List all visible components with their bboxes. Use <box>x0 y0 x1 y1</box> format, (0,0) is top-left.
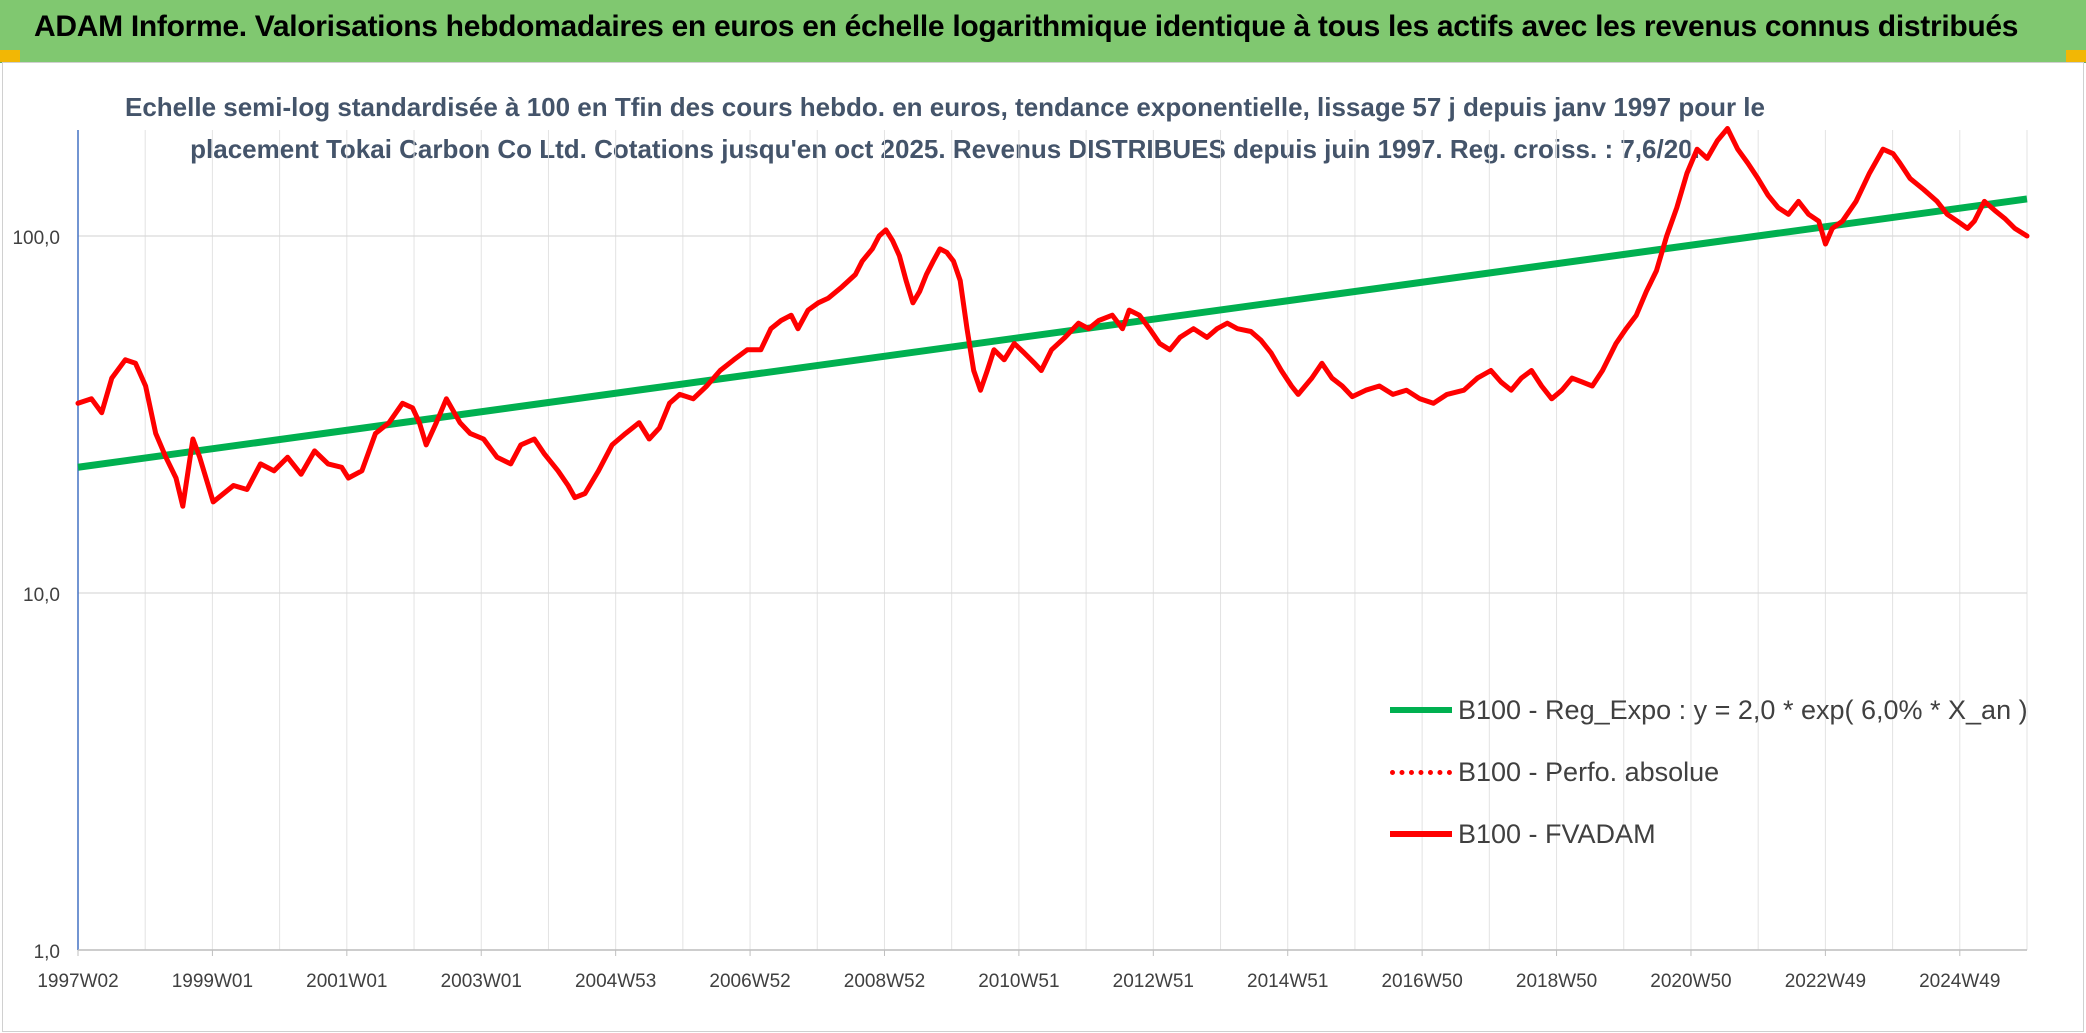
legend-item-perfo: B100 - Perfo. absolue <box>1390 752 1719 792</box>
legend-swatch-fvadam <box>1390 831 1452 837</box>
x-tick-label: 2012W51 <box>1113 971 1194 992</box>
y-tick-label: 100,0 <box>12 228 60 249</box>
legend-swatch-perfo <box>1390 769 1452 775</box>
x-tick-label: 2001W01 <box>306 971 387 992</box>
legend-item-trend: B100 - Reg_Expo : y = 2,0 * exp( 6,0% * … <box>1390 690 2028 730</box>
corner-marker-top-right <box>2066 50 2086 62</box>
x-tick-label: 2004W53 <box>575 971 656 992</box>
chart-title-line-1: Echelle semi-log standardisée à 100 en T… <box>124 92 1765 122</box>
legend-label-perfo: B100 - Perfo. absolue <box>1458 756 1720 787</box>
x-tick-label: 2006W52 <box>709 971 790 992</box>
legend-item-fvadam: B100 - FVADAM <box>1390 814 1656 854</box>
y-tick-label: 10,0 <box>23 585 60 606</box>
legend-label-fvadam: B100 - FVADAM <box>1458 818 1656 849</box>
y-tick-label: 1,0 <box>34 942 60 963</box>
x-tick-label: 1999W01 <box>172 971 253 992</box>
x-tick-label: 2022W49 <box>1785 971 1866 992</box>
x-tick-label: 2016W50 <box>1381 971 1462 992</box>
x-tick-label: 2020W50 <box>1650 971 1731 992</box>
legend-label-trend: B100 - Reg_Expo : y = 2,0 * exp( 6,0% * … <box>1458 694 2028 725</box>
x-tick-label: 2003W01 <box>441 971 522 992</box>
x-tick-label: 2008W52 <box>844 971 925 992</box>
x-tick-label: 2018W50 <box>1516 971 1597 992</box>
x-tick-label: 2024W49 <box>1919 971 2000 992</box>
x-tick-label: 2010W51 <box>978 971 1059 992</box>
report-header: ADAM Informe. Valorisations hebdomadaire… <box>0 0 2086 63</box>
report-title: ADAM Informe. Valorisations hebdomadaire… <box>34 10 2019 43</box>
corner-marker-top-left <box>0 50 20 62</box>
series-fvadam-line <box>75 126 2030 509</box>
chart-title-line-2: placement Tokai Carbon Co Ltd. Cotations… <box>190 134 1700 164</box>
chart-area <box>2 62 2084 1032</box>
x-tick-label: 2014W51 <box>1247 971 1328 992</box>
series-trend-line <box>77 195 2028 471</box>
legend-swatch-trend <box>1390 707 1452 713</box>
x-tick-label: 1997W02 <box>37 971 118 992</box>
